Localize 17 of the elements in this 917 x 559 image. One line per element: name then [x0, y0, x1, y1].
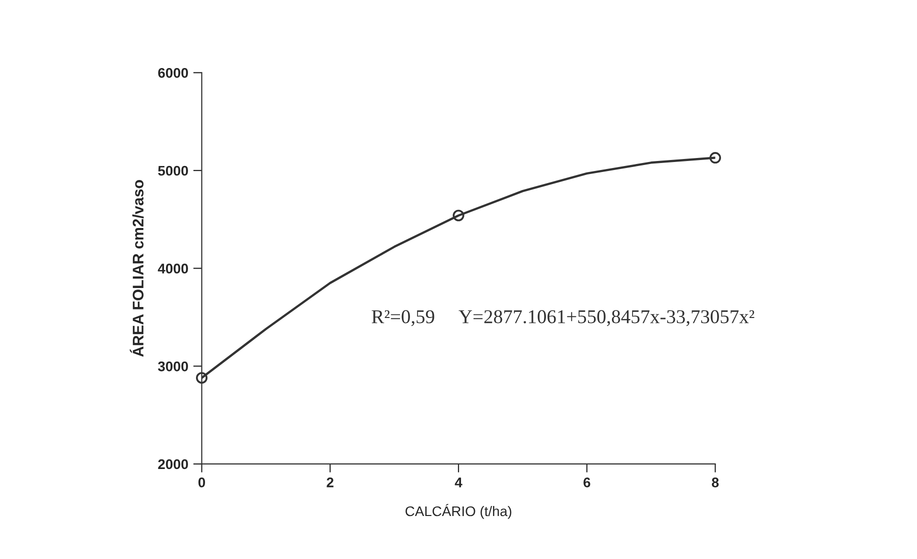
y-tick-label: 6000 [158, 68, 188, 78]
x-tick-label: 6 [584, 478, 590, 488]
y-axis-title: ÁREA FOLIAR cm2/vaso [130, 180, 144, 357]
y-tick-label: 2000 [158, 459, 188, 470]
annotation: Y=2877.1061+550,8457x-33,73057x² [458, 310, 754, 326]
x-tick-label: 4 [454, 478, 462, 488]
x-tick-label: 8 [712, 478, 719, 488]
point [452, 210, 464, 222]
annotation: R²=0,59 [372, 310, 434, 326]
point [709, 152, 722, 164]
y-tick-label: 4000 [158, 264, 188, 274]
x-axis-title: CALCÁRIO (t/ha) [406, 504, 512, 519]
x-tick-label: 0 [198, 478, 206, 488]
y-tick-label: 3000 [158, 361, 188, 372]
point [196, 372, 208, 384]
x-tick-label: 2 [326, 478, 334, 488]
y-tick-label: 5000 [158, 166, 188, 176]
